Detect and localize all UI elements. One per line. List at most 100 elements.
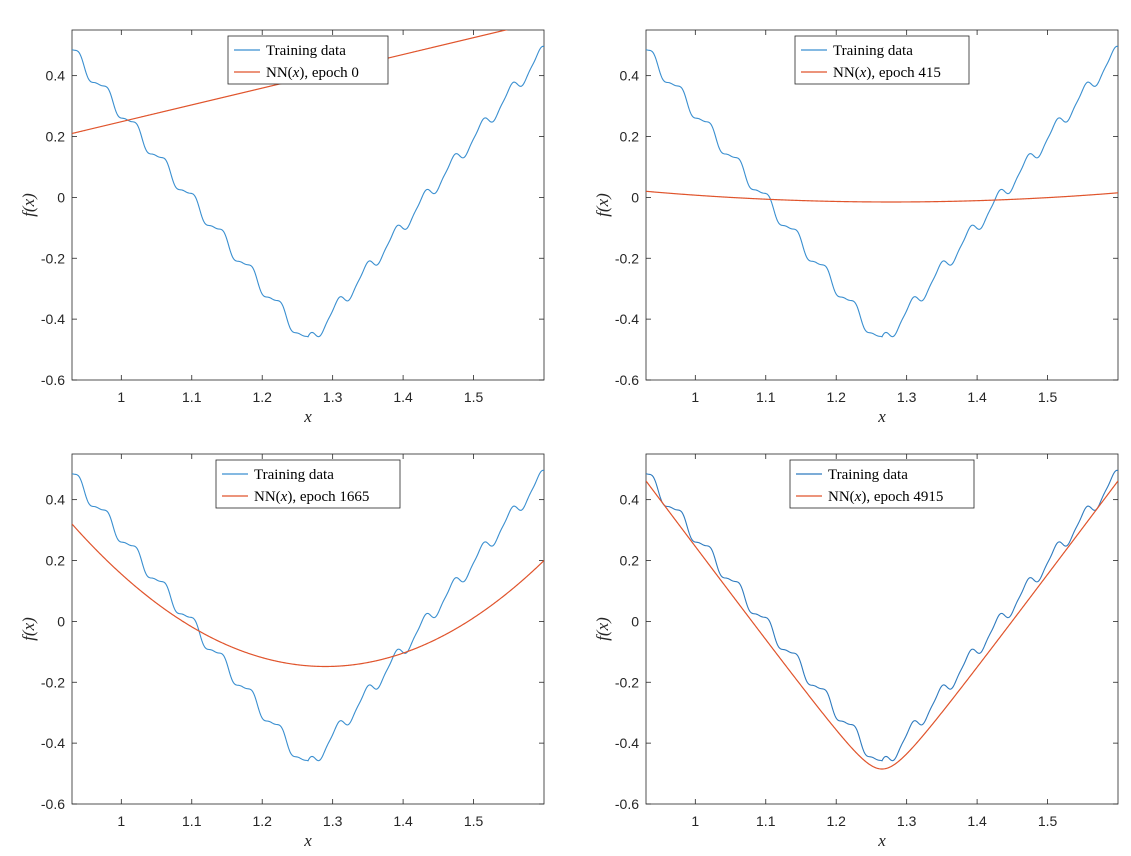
legend-label-network: NN(x), epoch 4915 (828, 489, 943, 505)
x-axis-label: x (877, 831, 886, 850)
x-tick-label: 1.1 (756, 813, 776, 829)
x-tick-label: 1.5 (464, 813, 484, 829)
legend-label-training: Training data (266, 43, 346, 59)
legend-label-prefix: NN( (254, 489, 281, 505)
legend-label-prefix: NN( (833, 65, 860, 81)
legend-box (227, 35, 389, 85)
training-data-line (72, 45, 544, 338)
y-tick-label: -0.6 (41, 372, 65, 388)
y-tick-label: -0.4 (615, 735, 639, 751)
x-tick-label: 1.2 (252, 389, 272, 405)
y-tick-label: -0.2 (41, 250, 65, 266)
network-output-line (646, 480, 1118, 770)
x-tick-label: 1.2 (826, 813, 846, 829)
legend-label-var: x (292, 65, 300, 81)
legend-label-network: NN(x), epoch 0 (266, 65, 359, 81)
legend-label-network: NN(x), epoch 1665 (254, 489, 369, 505)
legend-label-suffix: ), epoch 1665 (287, 489, 369, 505)
legend-label-var: x (854, 489, 862, 505)
x-axis-label: x (303, 407, 312, 426)
plot-area (645, 453, 1119, 805)
x-tick-label: 1.4 (967, 389, 987, 405)
y-tick-label: -0.4 (41, 311, 65, 327)
x-tick-label: 1 (117, 813, 125, 829)
x-tick-label: 1.4 (393, 389, 413, 405)
legend-box (789, 459, 975, 509)
y-tick-label: 0 (57, 613, 65, 629)
legend: Training data NN(x), epoch 1665 (215, 459, 401, 509)
x-tick-label: 1.3 (323, 389, 343, 405)
legend: Training data NN(x), epoch 4915 (789, 459, 975, 509)
chart-panel-1: 1 1.1 1.2 1.3 1.4 1.5 -0.6 -0.4 -0.2 0 0.2 0.4 x f(x)… (19, 29, 545, 426)
x-tick-label: 1.4 (967, 813, 987, 829)
legend-label-suffix: ), epoch 415 (866, 65, 941, 81)
legend-label-network: NN(x), epoch 415 (833, 65, 941, 81)
y-tick-label: -0.4 (41, 735, 65, 751)
x-tick-label: 1.1 (182, 813, 202, 829)
y-tick-label: -0.2 (615, 674, 639, 690)
y-tick-label: 0.2 (46, 129, 66, 145)
legend-box (215, 459, 401, 509)
legend-label-var: x (280, 489, 288, 505)
chart-panel-3: 1 1.1 1.2 1.3 1.4 1.5 -0.6 -0.4 -0.2 0 0.2 0.4 x f(x)… (19, 453, 545, 850)
x-tick-label: 1.3 (897, 389, 917, 405)
legend-label-training: Training data (254, 467, 334, 483)
plot-area (645, 29, 1119, 381)
legend: Training data NN(x), epoch 0 (227, 35, 389, 85)
legend-label-prefix: NN( (828, 489, 855, 505)
x-tick-label: 1 (691, 389, 699, 405)
y-tick-label: 0.4 (620, 68, 640, 84)
training-data-line (646, 45, 1118, 338)
y-tick-label: -0.6 (41, 796, 65, 812)
y-tick-label: -0.2 (41, 674, 65, 690)
legend-label-training: Training data (833, 43, 913, 59)
x-tick-label: 1 (691, 813, 699, 829)
legend: Training data NN(x), epoch 415 (794, 35, 970, 85)
y-tick-label: 0.2 (46, 553, 66, 569)
x-tick-label: 1.1 (756, 389, 776, 405)
legend-label-suffix: ), epoch 0 (299, 65, 359, 81)
y-tick-label: -0.2 (615, 250, 639, 266)
y-axis-label: f(x) (19, 193, 38, 217)
x-tick-label: 1.5 (1038, 389, 1058, 405)
y-axis-label: f(x) (593, 193, 612, 217)
network-output-line (72, 523, 544, 668)
y-tick-label: 0.2 (620, 129, 640, 145)
x-tick-label: 1.3 (323, 813, 343, 829)
legend-label-prefix: NN( (266, 65, 293, 81)
plot-area (71, 453, 545, 805)
y-tick-label: -0.6 (615, 796, 639, 812)
y-tick-label: -0.6 (615, 372, 639, 388)
network-output-line (646, 190, 1118, 203)
y-tick-label: 0.2 (620, 553, 640, 569)
x-tick-label: 1.5 (464, 389, 484, 405)
x-tick-label: 1.1 (182, 389, 202, 405)
chart-panel-2: 1 1.1 1.2 1.3 1.4 1.5 -0.6 -0.4 -0.2 0 0.2 0.4 x f(x)… (593, 29, 1119, 426)
y-tick-label: 0 (631, 189, 639, 205)
x-axis-label: x (303, 831, 312, 850)
training-data-line (646, 469, 1118, 762)
legend-label-var: x (859, 65, 867, 81)
x-tick-label: 1.2 (252, 813, 272, 829)
x-tick-label: 1.2 (826, 389, 846, 405)
x-axis-label: x (877, 407, 886, 426)
x-tick-label: 1.3 (897, 813, 917, 829)
y-tick-label: 0 (631, 613, 639, 629)
x-tick-label: 1.5 (1038, 813, 1058, 829)
y-tick-label: 0 (57, 189, 65, 205)
legend-label-suffix: ), epoch 4915 (861, 489, 943, 505)
x-tick-label: 1.4 (393, 813, 413, 829)
y-tick-label: 0.4 (46, 68, 66, 84)
training-data-line (72, 469, 544, 762)
legend-box (794, 35, 970, 85)
y-axis-label: f(x) (593, 617, 612, 641)
plot-area (71, 29, 545, 381)
chart-panel-4: 1 1.1 1.2 1.3 1.4 1.5 -0.6 -0.4 -0.2 0 0.2 0.4 x f(x)… (593, 453, 1119, 850)
x-tick-label: 1 (117, 389, 125, 405)
y-tick-label: 0.4 (620, 492, 640, 508)
y-tick-label: -0.4 (615, 311, 639, 327)
y-axis-label: f(x) (19, 617, 38, 641)
y-tick-label: 0.4 (46, 492, 66, 508)
legend-label-training: Training data (828, 467, 908, 483)
